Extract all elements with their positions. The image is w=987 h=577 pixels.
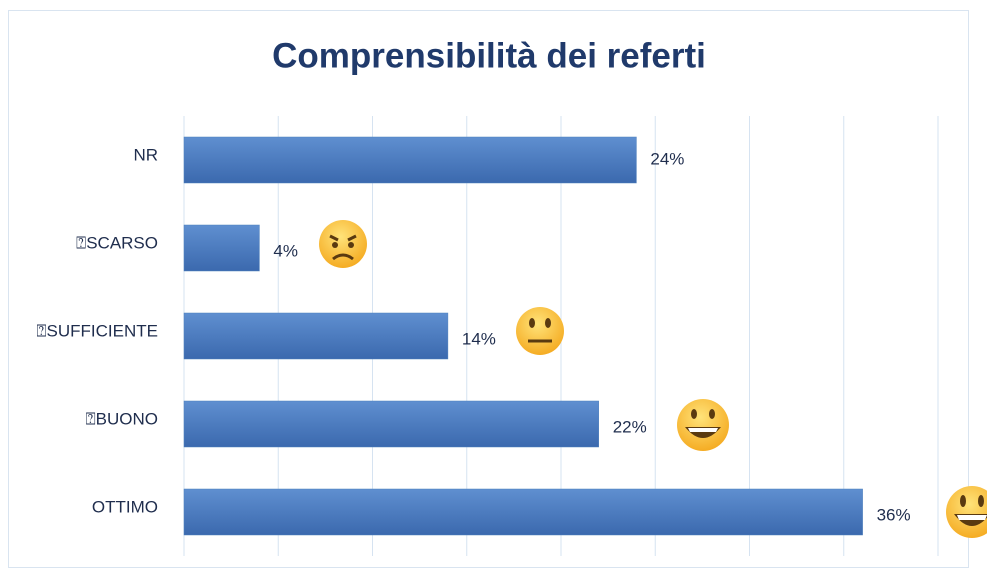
emoji-big-smile [946,486,987,538]
y-tick-label: ⍰BUONO [85,409,158,428]
emoji-smile [677,399,729,451]
bar [183,136,637,184]
plot-area: NR 24% ⍰SCARSO 4% ⍰SUFFICIENTE 14% ⍰BUONO 22% OT… [36,116,939,556]
emoji-angry [319,220,367,268]
bar [183,224,260,272]
chart-frame [8,10,969,568]
bar [183,312,449,360]
value-label: 4% [273,241,298,260]
y-tick-label: ⍰SCARSO [76,233,158,252]
bar [183,400,599,448]
chart-title: Comprensibilità dei referti [272,36,706,75]
value-label: 22% [613,417,647,436]
emoji-neutral [516,307,564,355]
y-tick-label: NR [133,145,158,164]
y-tick-label: OTTIMO [92,497,158,516]
value-label: 36% [877,505,911,524]
value-label: 24% [650,149,684,168]
y-tick-label: ⍰SUFFICIENTE [36,321,158,340]
value-label: 14% [462,329,496,348]
bar [183,488,863,536]
